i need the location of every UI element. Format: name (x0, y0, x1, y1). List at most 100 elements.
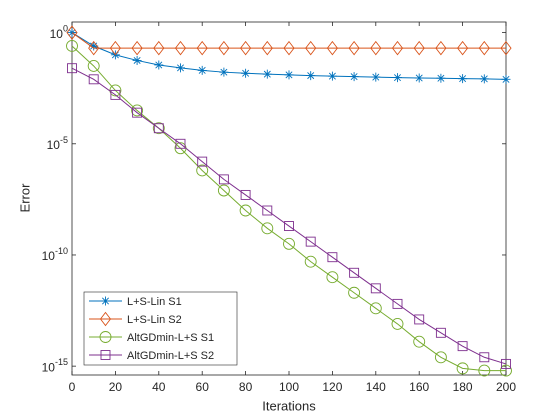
x-tick-label: 0 (69, 380, 76, 394)
marker (241, 68, 251, 78)
marker (393, 73, 402, 83)
marker (370, 40, 382, 56)
series-line (71, 67, 507, 365)
marker (435, 327, 446, 338)
marker (371, 72, 381, 82)
marker (349, 267, 360, 278)
marker (457, 341, 468, 352)
legend-label: L+S-Lin S1 (127, 296, 182, 308)
marker (414, 73, 424, 83)
marker (132, 107, 143, 118)
legend-marker (100, 350, 111, 360)
marker (261, 222, 274, 235)
marker (196, 40, 208, 56)
marker (414, 314, 425, 325)
marker (88, 40, 100, 56)
marker (261, 40, 273, 56)
marker (262, 205, 273, 216)
marker (392, 298, 403, 309)
marker (175, 138, 186, 149)
marker (66, 40, 78, 52)
marker (67, 63, 77, 74)
marker (240, 40, 252, 56)
marker (176, 63, 185, 73)
legend-label: AltGDmin-L+S S2 (127, 350, 214, 362)
marker (284, 70, 294, 80)
marker (479, 74, 489, 84)
marker (240, 189, 251, 200)
x-tick-label: 80 (239, 380, 253, 394)
legend-label: AltGDmin-L+S S1 (127, 332, 214, 344)
marker (110, 89, 121, 100)
marker (348, 286, 361, 299)
marker (327, 71, 337, 81)
x-tick-label: 60 (196, 380, 210, 394)
marker (239, 204, 252, 217)
marker (500, 364, 512, 377)
marker (501, 74, 511, 84)
marker (219, 67, 229, 77)
x-tick-label: 200 (496, 380, 516, 394)
marker (458, 74, 468, 84)
y-axis-label: Error (17, 183, 32, 213)
marker (196, 164, 209, 177)
marker (283, 40, 295, 56)
marker (197, 65, 207, 75)
marker (478, 364, 491, 377)
marker (89, 41, 99, 51)
x-tick-label: 40 (152, 380, 166, 394)
marker (349, 72, 359, 82)
marker (500, 40, 512, 56)
marker (109, 40, 121, 56)
x-tick-label: 160 (409, 380, 429, 394)
legend-marker (99, 311, 112, 327)
legend-box (83, 291, 238, 366)
exponent: -15 (55, 358, 68, 368)
marker (305, 40, 317, 56)
marker (326, 271, 339, 284)
marker (391, 317, 404, 330)
marker (218, 174, 229, 185)
marker (456, 362, 469, 375)
exponent: -5 (60, 135, 68, 145)
legend-marker (99, 331, 112, 343)
marker (88, 74, 99, 85)
marker (413, 335, 426, 348)
marker (131, 40, 143, 56)
marker (197, 156, 208, 167)
marker (87, 60, 100, 72)
marker (283, 237, 295, 250)
marker (132, 55, 142, 65)
marker (434, 351, 447, 364)
marker (67, 28, 77, 38)
x-tick-label: 100 (279, 380, 299, 394)
marker (218, 40, 230, 56)
marker (153, 40, 165, 56)
marker (479, 352, 490, 363)
marker (435, 40, 447, 56)
marker (369, 302, 382, 315)
marker (262, 69, 272, 79)
marker (348, 40, 360, 56)
x-axis-label: Iterations (262, 398, 316, 413)
exponent: 0 (63, 24, 68, 34)
marker (152, 122, 165, 135)
marker (501, 358, 511, 369)
legend-marker (101, 296, 110, 306)
marker (304, 255, 317, 268)
x-tick-label: 120 (322, 380, 342, 394)
marker (284, 221, 294, 231)
marker (305, 236, 316, 247)
marker (66, 25, 78, 40)
marker (306, 71, 316, 81)
legend-label: L+S-Lin S2 (127, 314, 182, 326)
marker (154, 60, 164, 70)
marker (436, 73, 446, 83)
marker (413, 40, 425, 56)
marker (217, 184, 230, 197)
series-line (71, 32, 506, 49)
series-line (71, 45, 506, 372)
marker (174, 40, 187, 56)
marker (457, 40, 469, 56)
